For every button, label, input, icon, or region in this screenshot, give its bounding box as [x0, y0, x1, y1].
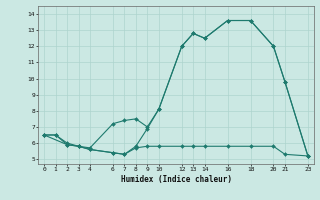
X-axis label: Humidex (Indice chaleur): Humidex (Indice chaleur)	[121, 175, 231, 184]
